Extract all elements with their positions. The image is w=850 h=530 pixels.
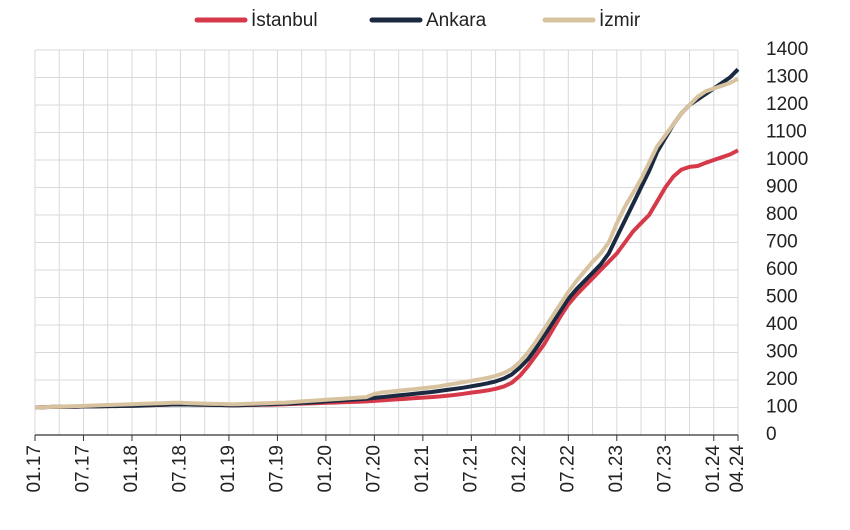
x-tick-label: 07.17 [72, 445, 93, 493]
legend-label: Ankara [426, 10, 487, 31]
x-tick-label: 01.22 [509, 445, 530, 493]
y-tick-label: 1100 [766, 122, 807, 143]
x-tick-label: 07.21 [460, 445, 481, 493]
y-tick-label: 400 [766, 314, 798, 335]
x-tick-label: 01.21 [412, 445, 433, 493]
y-tick-label: 300 [766, 342, 798, 363]
y-tick-label: 100 [766, 397, 798, 418]
legend-label: İstanbul [251, 10, 318, 31]
y-tick-label: 1300 [766, 67, 808, 88]
x-tick-label: 01.17 [24, 445, 45, 493]
legend-label: İzmir [599, 10, 641, 31]
series-line [34, 77, 739, 410]
x-tick-label: 07.22 [557, 445, 578, 493]
x-tick-label: 01.24 [703, 445, 724, 493]
x-tick-label: 07.23 [654, 445, 675, 493]
series-line [34, 67, 740, 410]
y-tick-label: 200 [766, 369, 798, 390]
x-tick-label: 04.24 [727, 445, 748, 493]
x-tick-label: 07.20 [363, 445, 384, 493]
y-tick-label: 900 [766, 177, 798, 198]
x-tick-label: 07.19 [266, 445, 287, 493]
y-tick-label: 700 [766, 232, 798, 253]
y-tick-label: 500 [766, 287, 798, 308]
y-tick-label: 0 [766, 424, 777, 445]
y-tick-label: 1400 [766, 39, 808, 60]
y-tick-label: 1000 [766, 149, 808, 170]
x-tick-label: 01.18 [121, 445, 142, 493]
series-line [34, 148, 739, 410]
x-tick-label: 01.19 [218, 445, 239, 493]
x-tick-label: 01.20 [315, 445, 336, 493]
y-tick-label: 600 [766, 259, 798, 280]
x-tick-label: 07.18 [169, 445, 190, 493]
y-tick-label: 1200 [766, 94, 808, 115]
y-tick-label: 800 [766, 204, 798, 225]
x-tick-label: 01.23 [606, 445, 627, 493]
